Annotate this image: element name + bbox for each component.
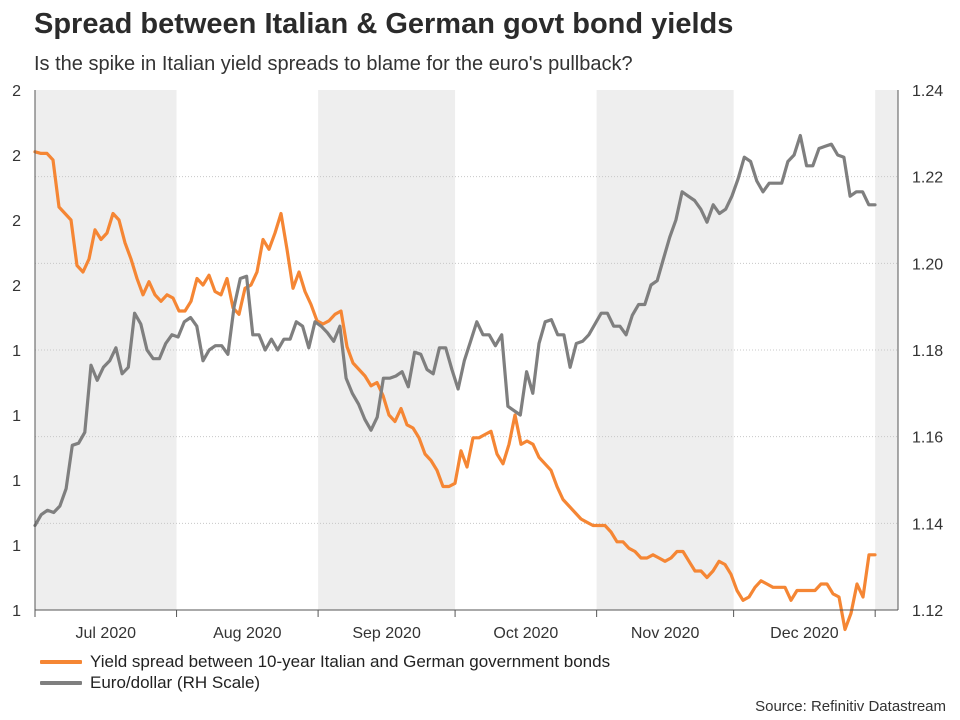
- y-left-tick-5: 1: [12, 408, 21, 425]
- x-label-5: Dec 2020: [770, 625, 839, 642]
- y-right-tick-6: 1.12: [912, 603, 943, 620]
- y-left-tick-6: 1: [12, 473, 21, 490]
- legend: Yield spread between 10-year Italian and…: [40, 651, 610, 693]
- x-label-4: Nov 2020: [631, 625, 700, 642]
- y-right-tick-2: 1.20: [912, 256, 943, 273]
- x-label-0: Jul 2020: [76, 625, 137, 642]
- y-left-tick-2: 2: [12, 213, 21, 230]
- y-left-tick-7: 1: [12, 538, 21, 555]
- chart-subtitle: Is the spike in Italian yield spreads to…: [34, 53, 633, 75]
- y-left-tick-0: 2: [12, 83, 21, 100]
- y-left-tick-1: 2: [12, 148, 21, 165]
- legend-label-eurusd: Euro/dollar (RH Scale): [90, 672, 261, 692]
- x-label-3: Oct 2020: [493, 625, 558, 642]
- y-right-tick-0: 1.24: [912, 83, 943, 100]
- y-right-tick-3: 1.18: [912, 343, 943, 360]
- y-right-tick-1: 1.22: [912, 170, 943, 187]
- y-left-tick-8: 1: [12, 603, 21, 620]
- legend-item-eurusd: Euro/dollar (RH Scale): [40, 672, 610, 693]
- chart-source: Source: Refinitiv Datastream: [755, 698, 946, 715]
- series-line-1: [33, 133, 877, 528]
- y-left-tick-3: 2: [12, 278, 21, 295]
- x-label-2: Sep 2020: [352, 625, 421, 642]
- series-line-0: [33, 150, 877, 632]
- chart-title: Spread between Italian & German govt bon…: [34, 8, 734, 40]
- legend-item-spread: Yield spread between 10-year Italian and…: [40, 651, 610, 672]
- y-left-tick-4: 1: [12, 343, 21, 360]
- legend-label-spread: Yield spread between 10-year Italian and…: [90, 651, 611, 671]
- x-label-1: Aug 2020: [213, 625, 282, 642]
- y-right-tick-5: 1.14: [912, 516, 943, 533]
- axes: [34, 90, 899, 617]
- legend-swatch-eurusd: [40, 680, 82, 685]
- y-right-tick-4: 1.16: [912, 430, 943, 447]
- legend-swatch-spread: [40, 659, 82, 664]
- series-lines: [33, 133, 877, 632]
- tick-labels: 1.24 1.22 1.20 1.18 1.16 1.14 1.12 2 2 2 2 1 1 1 1 1 Jul…: [12, 83, 943, 642]
- shade-band-3: [875, 90, 898, 610]
